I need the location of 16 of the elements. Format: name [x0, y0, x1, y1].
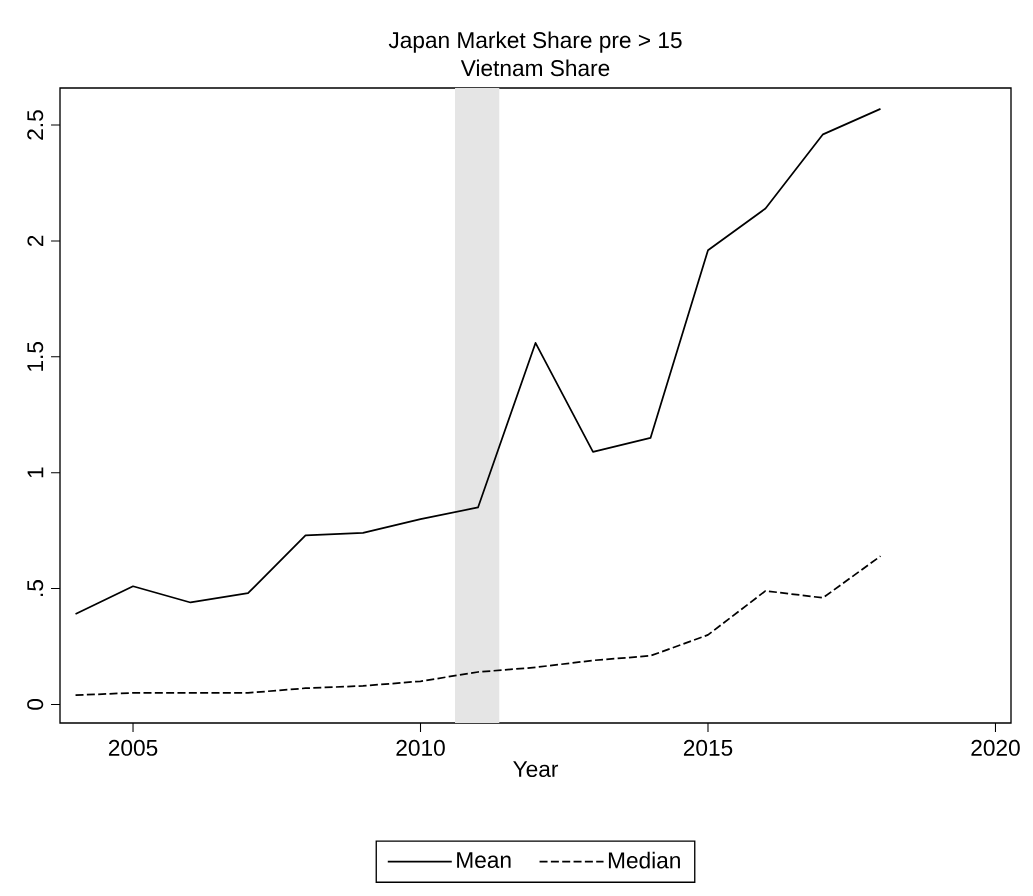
- chart-title: Japan Market Share pre > 15: [388, 31, 682, 53]
- legend-label: Mean: [457, 852, 511, 869]
- y-tick-label: 2.5: [27, 110, 44, 140]
- x-tick-label: 2005: [108, 739, 158, 756]
- y-tick-label: .5: [27, 580, 44, 596]
- y-tick-label: 1.5: [27, 342, 44, 371]
- x-axis-title: Year: [513, 761, 559, 778]
- line-series: [74, 107, 882, 615]
- chart-subtitle: Vietnam Share: [460, 59, 610, 77]
- y-tick-label: 0: [27, 699, 44, 710]
- x-tick-label: 2010: [396, 739, 445, 756]
- legend-label: Median: [608, 851, 680, 869]
- x-tick-label: 2020: [971, 739, 1020, 756]
- y-tick-label: 2: [27, 235, 44, 247]
- y-tick-label: 1: [27, 467, 44, 478]
- x-tick-label: 2015: [683, 739, 733, 756]
